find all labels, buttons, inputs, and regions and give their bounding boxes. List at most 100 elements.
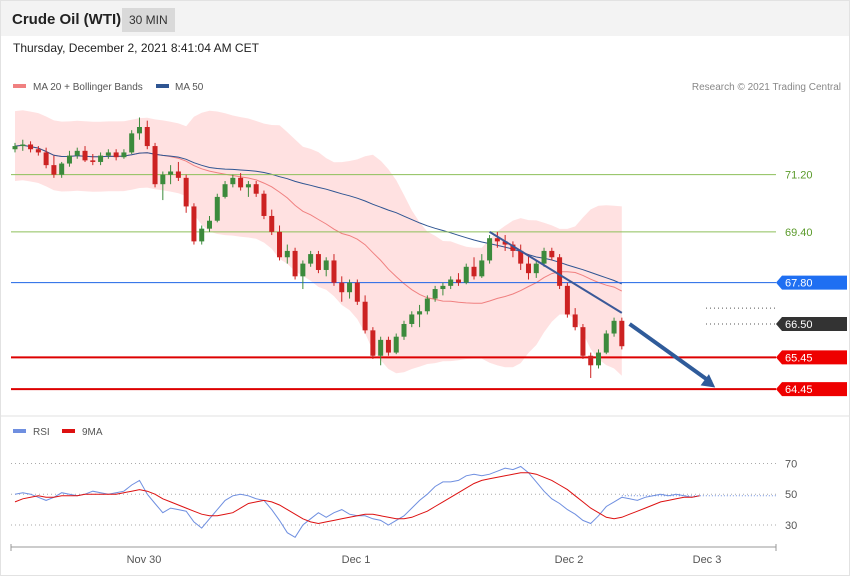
candle-body-bullish [323, 260, 329, 270]
candle-body-bearish [175, 171, 181, 178]
rsi-ma-legend-swatch [62, 429, 75, 433]
candle-body-bullish [611, 320, 617, 334]
rsi-legend-label: RSI [33, 427, 50, 438]
chart-header: Crude Oil (WTI) 30 MIN [1, 1, 849, 36]
level-tag-2 [776, 275, 847, 290]
candle-body-bearish [525, 263, 531, 274]
candle-body-bullish [533, 263, 539, 274]
candle-body-bearish [269, 215, 275, 232]
forecast-arrow-shaft [628, 322, 713, 385]
rsi-tick-label: 70 [785, 458, 797, 470]
candle-body-bearish [362, 301, 368, 331]
candle-body-bullish [74, 150, 80, 156]
forecast-arrow-head [700, 374, 716, 388]
candle-body-bullish [20, 144, 26, 147]
candle-body-bearish [471, 266, 477, 277]
candle-body-bullish [448, 279, 454, 286]
candle-body-bearish [354, 282, 360, 302]
candle-body-bullish [199, 228, 205, 242]
rsi-ma-legend-label: 9MA [82, 427, 103, 438]
candle-body-bullish [596, 352, 601, 366]
level-label-3: 65.45 [785, 352, 813, 364]
candle-body-bullish [479, 260, 485, 277]
candle-body-bullish [168, 171, 174, 175]
candle-body-bullish [129, 133, 135, 153]
candle-body-bearish [564, 285, 570, 315]
candle-body-bearish [152, 146, 158, 185]
candle-body-bearish [82, 150, 88, 161]
level-label-4: 64.45 [785, 384, 813, 396]
ma50-legend-swatch [156, 84, 169, 88]
x-tick-label: Dec 1 [342, 554, 371, 566]
level-tag-4 [776, 382, 847, 397]
time-axis: Nov 30 Dec 1 Dec 2 Dec 3 [10, 544, 777, 566]
candle-body-bullish [347, 282, 353, 293]
candle-body-bullish [541, 250, 547, 264]
candle-body-bearish [339, 282, 345, 293]
candle-body-bearish [113, 152, 119, 158]
key-levels-layer: 71.20 69.40 67.80 65.45 64.45 66.50 [11, 170, 847, 397]
bollinger-band-layer [15, 110, 622, 376]
candle-body-bearish [191, 206, 197, 242]
candle-body-bullish [432, 289, 438, 299]
ma50-legend-label: MA 50 [175, 82, 204, 93]
candlesticks-layer [12, 117, 625, 378]
candle-body-bearish [385, 339, 391, 353]
candle-body-bearish [572, 314, 578, 328]
rsi-line [14, 465, 700, 538]
candle-body-bearish [292, 250, 298, 277]
candle-body-bearish [455, 279, 461, 283]
candle-body-bullish [284, 250, 290, 258]
candle-body-bearish [588, 355, 594, 366]
rsi-legend: RSI 9MA [13, 427, 103, 438]
x-tick-label: Dec 3 [693, 554, 722, 566]
rsi-panel: 70 50 30 [11, 458, 797, 538]
timeframe-badge[interactable]: 30 MIN [122, 8, 175, 32]
candle-body-bearish [51, 165, 57, 175]
candle-body-bullish [424, 298, 430, 312]
candle-body-bullish [230, 177, 236, 185]
candle-body-bearish [549, 250, 555, 258]
candle-body-bearish [35, 149, 41, 153]
x-tick-label: Nov 30 [127, 554, 162, 566]
candle-body-bearish [619, 320, 625, 347]
candle-body-bullish [417, 311, 423, 315]
candle-body-bullish [463, 266, 469, 283]
candle-body-bearish [183, 177, 189, 207]
candle-body-bullish [308, 254, 314, 264]
candle-body-bearish [580, 327, 586, 356]
rsi-tick-label: 50 [785, 489, 797, 501]
level-tag-3 [776, 350, 847, 365]
candle-body-bearish [43, 152, 49, 166]
instrument-title: Crude Oil (WTI) [12, 11, 122, 28]
candle-body-bearish [277, 231, 283, 258]
chart-datetime: Thursday, December 2, 2021 8:41:04 AM CE… [13, 41, 259, 55]
candle-body-bearish [502, 241, 508, 245]
candle-body-bearish [370, 330, 376, 356]
legend: MA 20 + Bollinger Bands MA 50 Research ©… [13, 82, 841, 93]
candle-body-bullish [409, 314, 415, 324]
candle-body-bullish [98, 155, 104, 162]
candle-body-bearish [144, 127, 150, 147]
candle-body-bullish [393, 336, 399, 353]
resistance-trendline [489, 230, 623, 314]
candle-body-bullish [245, 184, 251, 188]
candle-body-bullish [136, 127, 142, 134]
candle-body-bullish [222, 184, 228, 197]
candle-body-bullish [207, 220, 212, 229]
candle-body-bullish [401, 323, 407, 337]
candle-body-bullish [487, 238, 493, 261]
candle-body-bullish [300, 263, 306, 277]
level-label-0: 71.20 [785, 170, 813, 182]
candle-body-bearish [253, 184, 259, 194]
candle-body-bullish [214, 196, 220, 221]
candle-body-bearish [315, 254, 321, 270]
level-label-2: 67.80 [785, 278, 813, 290]
annotations-layer [489, 230, 716, 388]
candle-body-bearish [518, 250, 524, 264]
candle-body-bullish [12, 146, 18, 150]
candle-body-bearish [90, 160, 96, 162]
candle-body-bullish [66, 155, 72, 164]
last-price-label: 66.50 [785, 319, 813, 331]
bollinger-band [15, 110, 622, 376]
